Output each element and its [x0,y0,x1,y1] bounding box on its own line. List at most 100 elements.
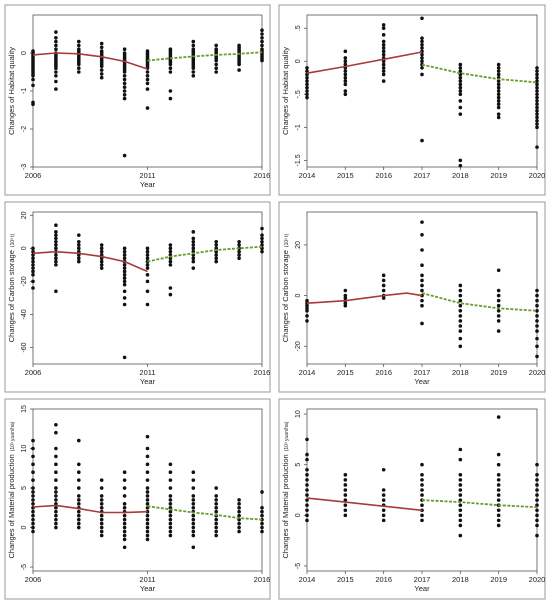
scatter-point [31,266,35,270]
scatter-point [305,437,309,442]
scatter-point [168,62,173,67]
y-axis-label: Changes of Carbon storage(10³ t) [7,233,16,342]
panel-frame [4,4,271,196]
scatter-point [54,36,58,40]
scatter-point [31,490,35,494]
scatter-point [168,525,173,530]
scatter-point [305,518,309,523]
scatter-point [237,498,241,502]
scatter-point [168,498,173,502]
scatter-point [54,509,58,514]
scatter-point [535,112,539,116]
scatter-point [168,66,173,70]
scatter-point [191,525,196,530]
scatter-point [145,521,150,526]
scatter-point [381,69,386,73]
scatter-point [145,494,150,498]
scatter-point [381,46,386,50]
scatter-point [305,314,309,318]
scatter-point [535,69,539,73]
scatter-point [343,493,348,497]
scatter-point [54,239,58,244]
scatter-point [343,513,348,518]
scatter-point [191,230,196,234]
scatter-point [31,272,35,277]
scatter-point [535,122,539,126]
scatter-point [305,85,309,90]
x-tick-label: 2016 [254,171,271,180]
y-tick-label: -1.5 [295,154,302,166]
scatter-point [31,494,35,498]
x-tick-label: 2020 [529,368,546,377]
scatter-point [122,470,127,475]
scatter-point [260,39,264,44]
scatter-point [54,39,58,44]
trend-line-solid [32,504,148,514]
scatter-point [122,246,127,251]
scatter-point [496,319,501,323]
scatter-point [99,494,104,498]
x-axis-label: Year [140,584,156,593]
x-tick-label: 2015 [337,368,354,377]
y-tick-label: 0 [295,513,302,517]
scatter-point [381,498,386,502]
scatter-point [343,69,348,73]
scatter-point [535,79,539,83]
scatter-point [535,288,539,293]
scatter-point [77,256,81,261]
scatter-point [168,259,173,264]
scatter-point [122,74,127,78]
scatter-point [305,82,309,87]
scatter-point [535,344,539,349]
scatter-point [99,517,104,522]
x-tick-label: 2020 [529,171,546,180]
scatter-point [458,493,463,497]
scatter-point [458,447,463,452]
scatter-point [496,314,501,318]
scatter-point [54,513,58,518]
scatter-point [458,314,463,318]
x-tick-label: 2018 [452,368,469,377]
scatter-point [496,518,501,523]
scatter-point [343,473,348,477]
scatter-point [420,46,424,50]
scatter-point [458,69,463,73]
scatter-point [496,85,501,90]
scatter-point [496,473,501,477]
scatter-point [420,503,424,507]
scatter-point [535,329,539,333]
chart-panel-6: -5 0 5 10 2014 2015 2016 2017 2018 2019 2020 Year Ch… [278,398,546,600]
scatter-point [343,488,348,492]
scatter-point [305,483,309,487]
scatter-point [305,457,309,462]
scatter-point [214,62,218,67]
y-axis-unit: (10³ t) [10,233,16,247]
x-tick-label: 2006 [25,575,42,584]
scatter-point [305,478,309,482]
scatter-point [381,518,386,523]
scatter-point [381,513,386,518]
scatter-point [168,70,173,74]
scatter-point [535,314,539,318]
scatter-point [496,478,501,482]
scatter-point [535,473,539,477]
scatter-point [381,59,386,64]
scatter-point [145,87,150,91]
y-tick-label: -20 [21,276,28,286]
scatter-point [168,533,173,538]
scatter-point [237,243,241,247]
scatter-point [381,49,386,54]
scatter-point [191,236,196,241]
scatter-point [535,92,539,97]
scatter-point [381,62,386,67]
scatter-point [214,256,218,261]
scatter-point [458,473,463,477]
scatter-point [122,302,127,307]
scatter-point [496,303,501,308]
scatter-point [122,486,127,490]
scatter-point [535,125,539,130]
scatter-point [343,82,348,87]
x-tick-label: 2014 [299,171,316,180]
x-tick-label: 2016 [375,575,392,584]
